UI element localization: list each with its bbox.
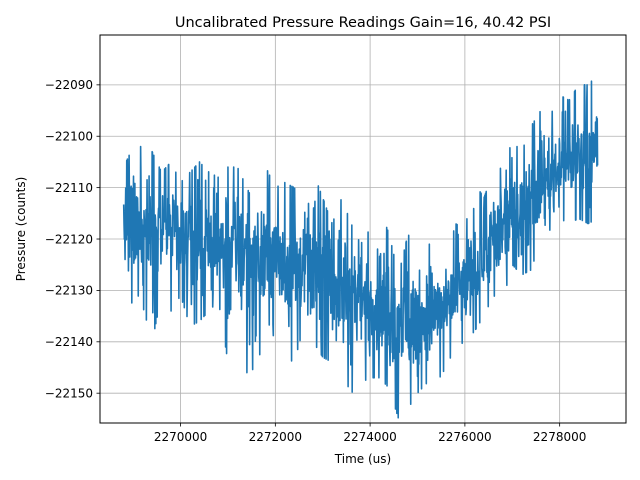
y-tick-label: −22150 (45, 386, 93, 400)
y-tick-label: −22140 (45, 335, 93, 349)
y-tick-label: −22120 (45, 232, 93, 246)
pressure-series-line (122, 80, 599, 419)
x-tick-label: 2272000 (249, 430, 302, 444)
series-group (122, 80, 599, 419)
x-tick-label: 2278000 (533, 430, 586, 444)
x-tick-label: 2270000 (154, 430, 207, 444)
y-tick-label: −22130 (45, 284, 93, 298)
x-axis-ticks: 2270000 2272000 2274000 2276000 2278000 (154, 423, 586, 444)
y-axis-ticks: −22090 −22100 −22110 −22120 −22130 −22140 −221… (45, 78, 100, 400)
y-tick-label: −22110 (45, 181, 93, 195)
chart-title: Uncalibrated Pressure Readings Gain=16, … (175, 15, 551, 31)
y-tick-label: −22100 (45, 130, 93, 144)
x-tick-label: 2274000 (343, 430, 396, 444)
x-axis-label: Time (us) (334, 452, 391, 466)
axes-frame (99, 34, 627, 424)
plot-area (122, 80, 599, 419)
x-tick-label: 2276000 (438, 430, 491, 444)
y-axis-label: Pressure (counts) (14, 177, 28, 282)
y-tick-label: −22090 (45, 78, 93, 92)
